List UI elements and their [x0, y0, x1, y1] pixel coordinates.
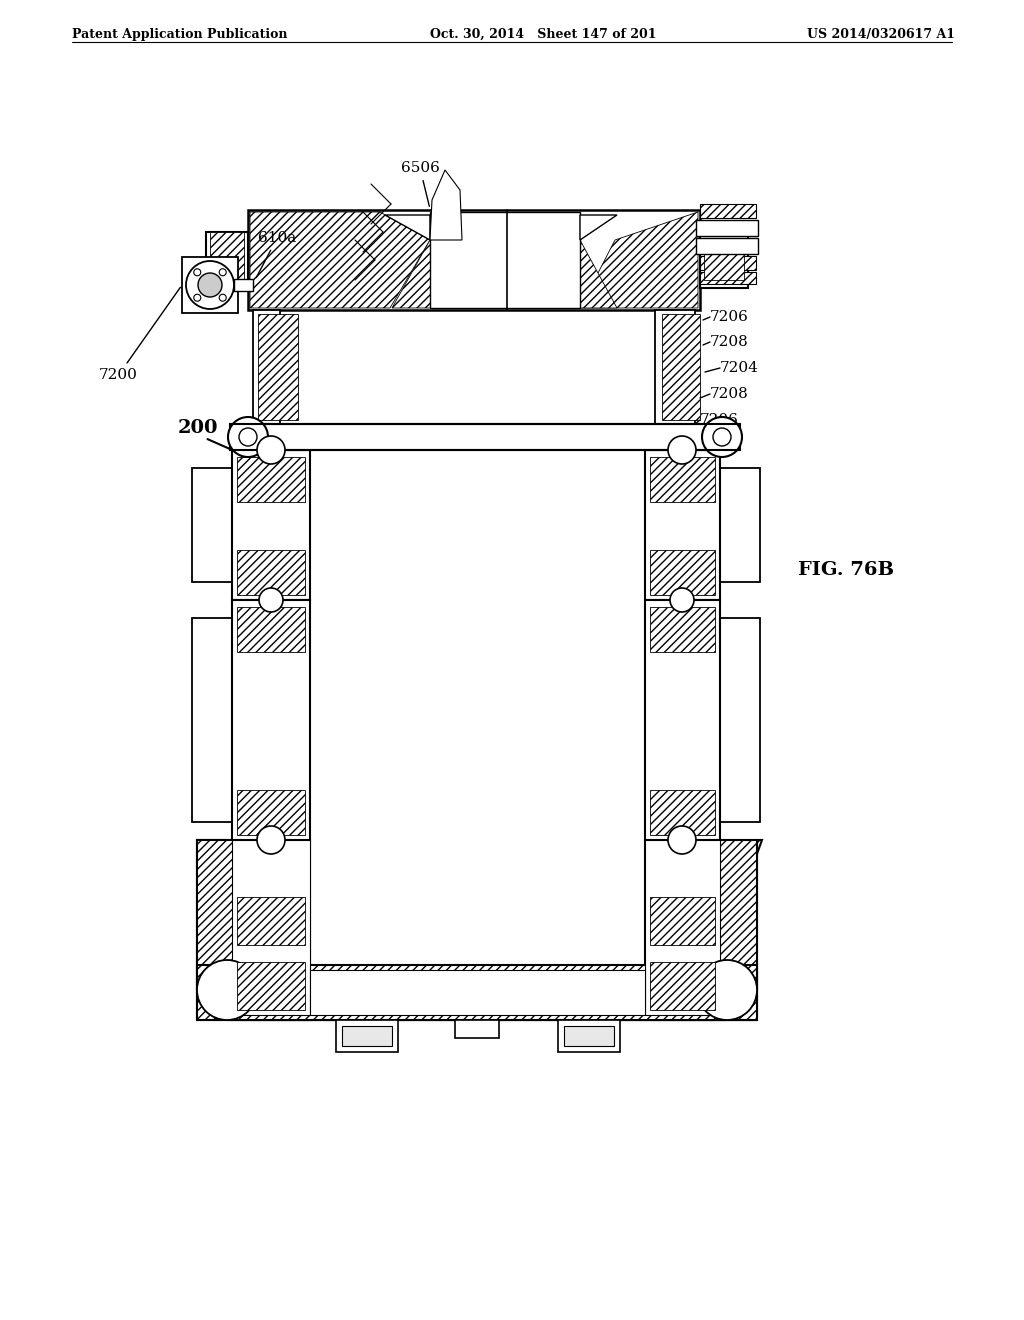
- Circle shape: [670, 587, 694, 612]
- Circle shape: [668, 826, 696, 854]
- Bar: [232, 601, 310, 840]
- Bar: [662, 314, 700, 420]
- Text: 7204: 7204: [720, 360, 759, 375]
- Text: 610a: 610a: [256, 231, 296, 277]
- Bar: [336, 1020, 398, 1052]
- Bar: [696, 220, 758, 236]
- Circle shape: [219, 294, 226, 301]
- Bar: [210, 232, 244, 280]
- Circle shape: [257, 436, 285, 465]
- Polygon shape: [580, 215, 617, 240]
- Text: 6506: 6506: [400, 161, 439, 206]
- Text: FIG. 76B: FIG. 76B: [798, 561, 894, 579]
- Bar: [237, 457, 305, 502]
- Bar: [248, 210, 700, 310]
- Bar: [720, 469, 760, 582]
- Bar: [700, 272, 756, 284]
- Text: Oct. 30, 2014   Sheet 147 of 201: Oct. 30, 2014 Sheet 147 of 201: [430, 28, 656, 41]
- Bar: [650, 457, 715, 502]
- Bar: [645, 840, 720, 1015]
- Bar: [237, 607, 305, 652]
- Bar: [564, 1026, 614, 1045]
- Circle shape: [259, 587, 283, 612]
- Bar: [253, 310, 280, 424]
- Bar: [455, 1020, 499, 1038]
- Text: US 2014/0320617 A1: US 2014/0320617 A1: [807, 28, 955, 41]
- Bar: [237, 550, 305, 595]
- Text: 7206: 7206: [710, 310, 749, 323]
- Circle shape: [197, 960, 257, 1020]
- Bar: [258, 314, 298, 420]
- Text: 200: 200: [178, 418, 218, 437]
- Polygon shape: [430, 170, 462, 240]
- Bar: [230, 424, 740, 450]
- Circle shape: [228, 417, 268, 457]
- Polygon shape: [392, 240, 617, 308]
- Bar: [650, 789, 715, 836]
- Bar: [650, 607, 715, 652]
- Bar: [237, 789, 305, 836]
- Polygon shape: [385, 215, 430, 240]
- Bar: [645, 450, 720, 601]
- Bar: [650, 550, 715, 595]
- Circle shape: [194, 269, 201, 276]
- Bar: [232, 840, 310, 1015]
- Bar: [720, 618, 760, 822]
- Bar: [197, 965, 757, 1020]
- Bar: [700, 232, 748, 288]
- Bar: [232, 450, 310, 601]
- Text: 7208: 7208: [710, 335, 749, 348]
- Circle shape: [713, 428, 731, 446]
- Bar: [705, 249, 744, 280]
- Bar: [193, 618, 232, 822]
- Bar: [700, 205, 756, 218]
- Polygon shape: [430, 213, 580, 308]
- Bar: [342, 1026, 392, 1045]
- Text: 7206: 7206: [700, 413, 739, 426]
- Circle shape: [697, 960, 757, 1020]
- Circle shape: [219, 269, 226, 276]
- Bar: [650, 898, 715, 945]
- Circle shape: [194, 294, 201, 301]
- Bar: [700, 256, 756, 271]
- Circle shape: [668, 436, 696, 465]
- Text: 7208: 7208: [710, 387, 749, 401]
- Circle shape: [239, 428, 257, 446]
- Bar: [655, 310, 695, 424]
- Polygon shape: [197, 840, 762, 1020]
- Bar: [237, 962, 305, 1010]
- Bar: [310, 970, 645, 1015]
- Text: 7200: 7200: [99, 288, 180, 381]
- Text: Patent Application Publication: Patent Application Publication: [72, 28, 288, 41]
- Bar: [234, 279, 253, 290]
- Polygon shape: [580, 213, 698, 308]
- Bar: [558, 1020, 620, 1052]
- Bar: [650, 962, 715, 1010]
- Bar: [645, 840, 757, 1020]
- Bar: [197, 840, 310, 1020]
- Polygon shape: [250, 213, 430, 308]
- Circle shape: [186, 261, 234, 309]
- Bar: [206, 232, 248, 288]
- Bar: [237, 898, 305, 945]
- Bar: [696, 238, 758, 253]
- Bar: [193, 469, 232, 582]
- Bar: [182, 257, 238, 313]
- Circle shape: [257, 826, 285, 854]
- Circle shape: [198, 273, 222, 297]
- Circle shape: [702, 417, 742, 457]
- Bar: [645, 601, 720, 840]
